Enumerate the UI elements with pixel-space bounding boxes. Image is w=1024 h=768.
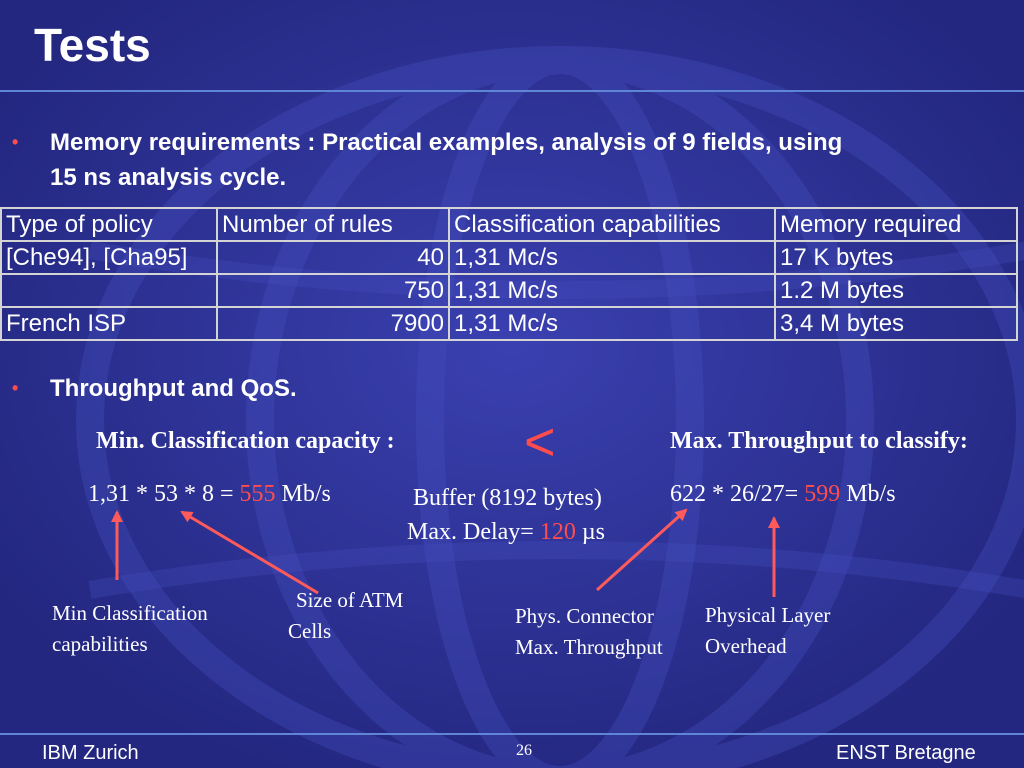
delay-value: 120 xyxy=(539,519,576,545)
less-than-symbol: < xyxy=(524,412,556,472)
table-row: [Che94], [Cha95] 40 1,31 Mc/s 17 K bytes xyxy=(0,240,1018,275)
min-formula-text: 1,31 * 53 * 8 = xyxy=(88,481,240,507)
table-cell: 7900 xyxy=(216,306,450,341)
note-overhead: Physical Layer Overhead xyxy=(705,600,830,662)
note-min-class-line2: capabilities xyxy=(52,632,148,656)
footer-right: ENST Bretagne xyxy=(836,742,976,764)
note-overhead-line1: Physical Layer xyxy=(705,603,831,627)
footer-divider xyxy=(0,733,1024,735)
max-value: 599 xyxy=(804,481,841,507)
note-atm: Size of ATM Cells xyxy=(288,585,403,647)
header-cell: Number of rules xyxy=(216,207,450,242)
table-cell xyxy=(0,273,218,308)
table-cell: 1,31 Mc/s xyxy=(448,273,776,308)
header-cell: Memory required xyxy=(774,207,1018,242)
bullet-memory-line2: 15 ns analysis cycle. xyxy=(50,164,287,191)
min-value: 555 xyxy=(239,481,276,507)
note-phys: Phys. Connector Max. Throughput xyxy=(515,601,663,663)
note-phys-line1: Phys. Connector xyxy=(515,604,654,628)
note-min-class: Min Classification capabilities xyxy=(52,598,208,660)
bullet-memory-line1: Memory requirements : Practical examples… xyxy=(50,129,843,156)
arrow-atm-cells xyxy=(180,510,319,595)
slide-title: Tests xyxy=(34,19,151,71)
table-cell: 750 xyxy=(216,273,450,308)
min-formula: 1,31 * 53 * 8 = 555 Mb/s xyxy=(88,481,331,508)
table-cell: French ISP xyxy=(0,306,218,341)
table-cell: 17 K bytes xyxy=(774,240,1018,275)
table-cell: [Che94], [Cha95] xyxy=(0,240,218,275)
table-cell: 40 xyxy=(216,240,450,275)
footer-left: IBM Zurich xyxy=(42,742,139,764)
note-min-class-line1: Min Classification xyxy=(52,601,208,625)
table-cell: 1,31 Mc/s xyxy=(448,306,776,341)
arrow-phys-connector xyxy=(595,508,688,592)
page-number: 26 xyxy=(516,742,532,759)
title-divider xyxy=(0,90,1024,92)
max-formula-text: 622 * 26/27= xyxy=(670,481,805,507)
note-atm-line1: Size of ATM xyxy=(296,588,404,612)
memory-table: Type of policy Number of rules Classific… xyxy=(0,207,1018,341)
delay-label: Max. Delay= xyxy=(407,519,540,545)
note-atm-line2: Cells xyxy=(288,619,332,643)
note-overhead-line2: Overhead xyxy=(705,634,787,658)
table-row: French ISP 7900 1,31 Mc/s 3,4 M bytes xyxy=(0,306,1018,341)
max-delay: Max. Delay= 120 µs xyxy=(407,519,605,546)
bullet-memory: • Memory requirements : Practical exampl… xyxy=(0,125,1010,195)
max-formula: 622 * 26/27= 599 Mb/s xyxy=(670,481,896,508)
bullet-dot-icon: • xyxy=(12,378,19,398)
table-row: 750 1,31 Mc/s 1.2 M bytes xyxy=(0,273,1018,308)
min-capacity-heading: Min. Classification capacity : xyxy=(96,428,395,454)
min-unit: Mb/s xyxy=(275,481,331,507)
bullet-dot-icon: • xyxy=(12,132,19,152)
header-cell: Classification capabilities xyxy=(448,207,776,242)
table-cell: 1,31 Mc/s xyxy=(448,240,776,275)
header-cell: Type of policy xyxy=(0,207,218,242)
bullet-throughput: • Throughput and QoS. xyxy=(0,371,297,406)
bullet-throughput-text: Throughput and QoS. xyxy=(50,375,297,402)
delay-unit: µs xyxy=(575,519,606,545)
note-phys-line2: Max. Throughput xyxy=(515,635,663,659)
buffer-text: Buffer (8192 bytes) xyxy=(413,485,602,511)
max-unit: Mb/s xyxy=(840,481,896,507)
max-throughput-heading: Max. Throughput to classify: xyxy=(670,428,968,454)
table-cell: 3,4 M bytes xyxy=(774,306,1018,341)
table-header-row: Type of policy Number of rules Classific… xyxy=(0,207,1018,242)
table-cell: 1.2 M bytes xyxy=(774,273,1018,308)
